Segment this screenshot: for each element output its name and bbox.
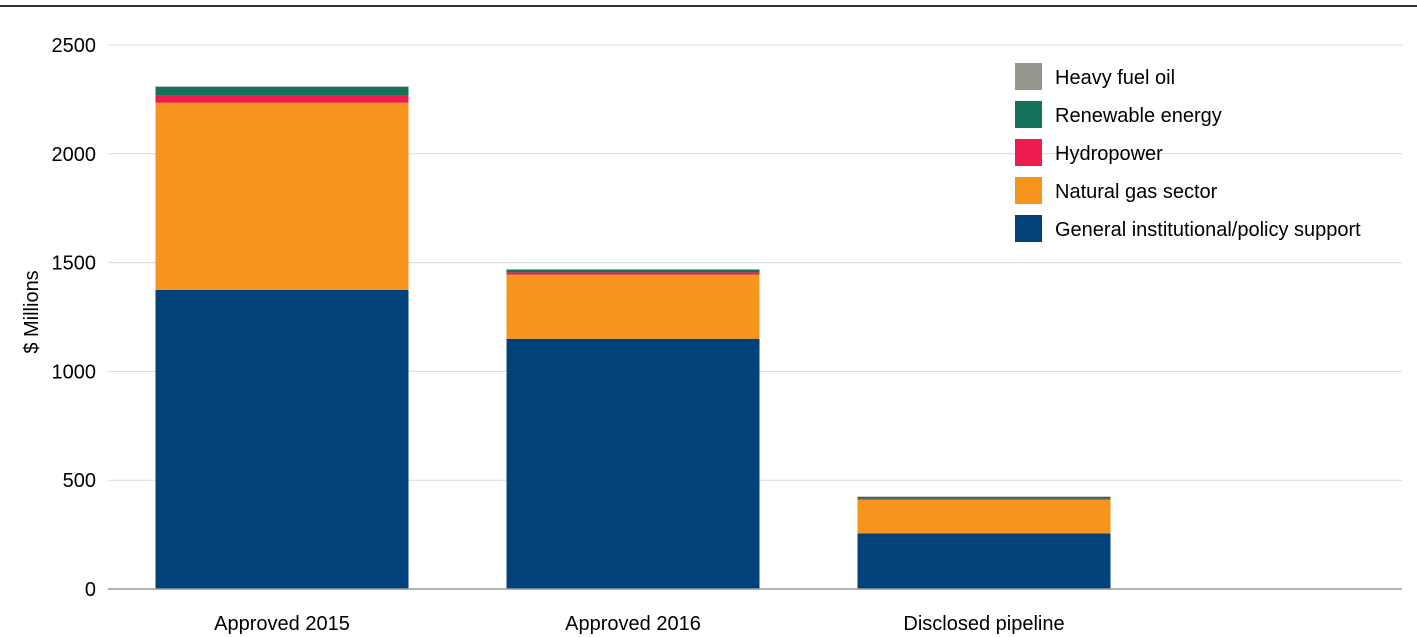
- legend-label: General institutional/policy support: [1055, 219, 1361, 241]
- y-tick-label: 1500: [52, 253, 97, 275]
- x-axis-labels: Approved 2015 Approved 2016 Disclosed pipe…: [214, 613, 1064, 635]
- bar-segment: [506, 269, 760, 270]
- y-axis-ticks: 0 500 1000 1500 2000 2500: [52, 35, 97, 601]
- y-tick-label: 2000: [52, 144, 97, 166]
- bar-segment: [155, 102, 409, 290]
- legend-swatch: [1015, 63, 1042, 90]
- bar-segment: [506, 338, 760, 589]
- y-tick-label: 500: [63, 470, 96, 492]
- legend-label: Natural gas sector: [1055, 181, 1218, 203]
- legend-swatch: [1015, 101, 1042, 128]
- bars: [155, 86, 1111, 589]
- legend: Heavy fuel oil Renewable energy Hydropower…: [1015, 63, 1361, 242]
- y-tick-label: 0: [85, 579, 96, 601]
- bar-segment: [857, 496, 1111, 499]
- bar-segment: [155, 289, 409, 589]
- legend-swatch: [1015, 139, 1042, 166]
- x-category-label: Approved 2016: [565, 613, 701, 635]
- y-axis-title: $ Millions: [21, 270, 43, 353]
- x-category-label: Approved 2015: [214, 613, 350, 635]
- legend-label: Heavy fuel oil: [1055, 67, 1175, 89]
- bar-segment: [506, 269, 760, 273]
- legend-label: Hydropower: [1055, 143, 1163, 165]
- legend-swatch: [1015, 215, 1042, 242]
- x-category-label: Disclosed pipeline: [903, 613, 1064, 635]
- y-tick-label: 1000: [52, 361, 97, 383]
- legend-label: Renewable energy: [1055, 105, 1222, 127]
- bar-segment: [506, 274, 760, 339]
- bar-segment: [857, 533, 1111, 589]
- bar-segment: [506, 272, 760, 275]
- bar-segment: [857, 498, 1111, 500]
- y-tick-label: 2500: [52, 35, 97, 57]
- bar-segment: [857, 499, 1111, 534]
- bar-segment: [155, 86, 409, 96]
- legend-swatch: [1015, 177, 1042, 204]
- bar-segment: [155, 95, 409, 103]
